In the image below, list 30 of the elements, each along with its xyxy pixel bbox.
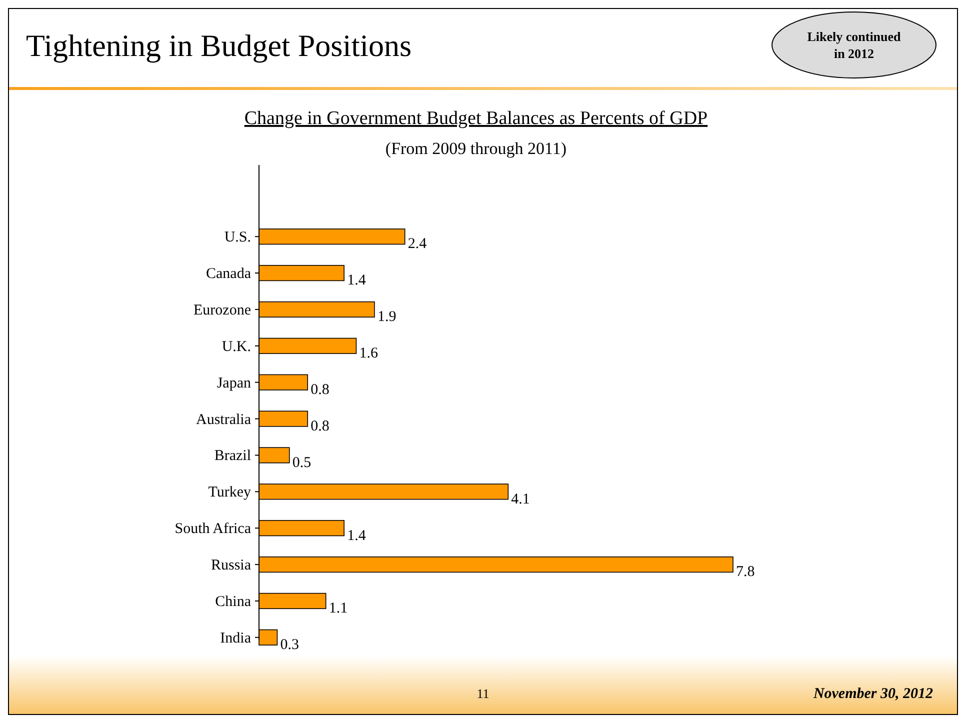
data-label: 1.1 (328, 600, 348, 617)
y-tick-label: Brazil (214, 448, 251, 464)
y-tick-label: U.K. (222, 338, 251, 355)
data-label: 7.8 (736, 564, 755, 580)
y-tick-label: China (215, 594, 252, 610)
data-label: 0.8 (310, 418, 330, 434)
y-tick-label: U.S. (224, 230, 251, 246)
y-tick-label: Australia (196, 412, 252, 428)
y-tick-label: Japan (216, 375, 252, 392)
data-label: 1.4 (347, 528, 366, 544)
data-label: 0.8 (310, 382, 330, 398)
data-label: 2.4 (408, 236, 428, 252)
text: Likely continued in 2012 (807, 29, 902, 61)
y-tick-label: South Africa (174, 521, 252, 538)
y-tick-label: India (220, 630, 252, 646)
y-tick-label: Eurozone (194, 302, 252, 318)
data-label: 0.5 (292, 454, 312, 471)
text: (From 2009 through 2011) (385, 139, 567, 158)
y-tick-label: Canada (206, 266, 252, 282)
y-tick-label: Russia (210, 558, 252, 574)
chart-subtitle: Change in Government Budget Balances as Percents of GDP (244, 108, 708, 129)
text: 11 (476, 686, 490, 701)
data-label: 1.4 (347, 272, 366, 289)
text: November 30, 2012 (812, 686, 934, 702)
data-label: 1.6 (359, 346, 378, 362)
y-tick-label: Turkey (208, 484, 252, 501)
chart-title: Tightening in Budget Positions (26, 28, 412, 63)
data-label: 4.1 (511, 491, 530, 508)
data-label: 1.9 (377, 309, 396, 326)
data-label: 0.3 (280, 637, 299, 654)
